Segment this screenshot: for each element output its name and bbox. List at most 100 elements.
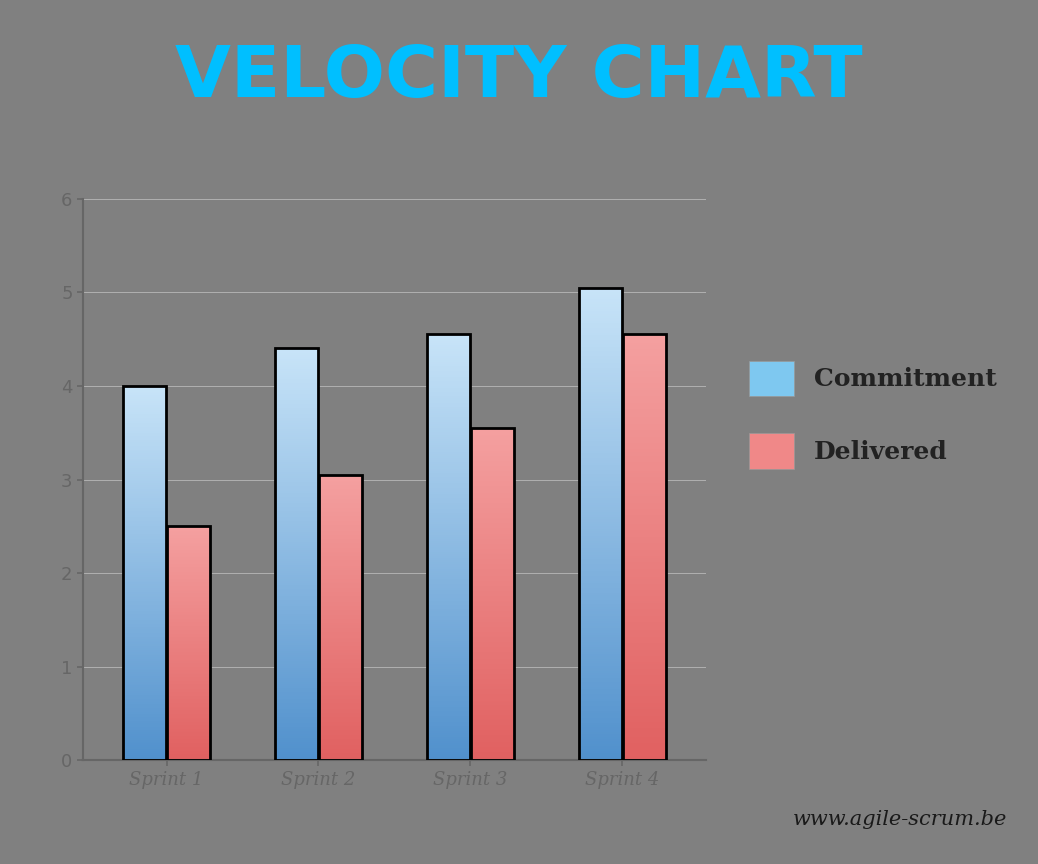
Bar (579, 576, 622, 578)
Bar (275, 711, 318, 713)
Bar (320, 513, 362, 515)
Bar (623, 679, 665, 682)
Bar (579, 630, 622, 632)
Bar (275, 375, 318, 378)
Bar (427, 737, 469, 739)
Bar (427, 381, 469, 384)
Bar (623, 586, 665, 588)
Bar (320, 752, 362, 753)
Bar (167, 576, 210, 578)
Bar (124, 523, 166, 524)
Bar (124, 429, 166, 431)
Bar (427, 550, 469, 551)
Bar (623, 666, 665, 669)
Bar (167, 727, 210, 728)
Bar (623, 690, 665, 692)
Bar (579, 389, 622, 391)
Bar (471, 428, 514, 429)
Bar (320, 640, 362, 642)
Bar (579, 368, 622, 371)
Bar (471, 553, 514, 555)
Bar (124, 732, 166, 734)
Bar (623, 545, 665, 548)
Bar (471, 428, 514, 760)
Bar (124, 468, 166, 470)
Bar (275, 628, 318, 631)
Bar (275, 754, 318, 756)
Bar (124, 611, 166, 613)
Bar (320, 626, 362, 627)
Bar (471, 669, 514, 670)
Bar (320, 596, 362, 598)
Bar (320, 614, 362, 616)
Bar (623, 409, 665, 411)
Bar (427, 722, 469, 724)
Bar (579, 684, 622, 687)
Bar (275, 756, 318, 759)
Bar (124, 448, 166, 449)
Bar (275, 511, 318, 513)
Bar (320, 579, 362, 581)
Bar (167, 585, 210, 586)
Bar (320, 631, 362, 632)
Bar (623, 746, 665, 747)
Bar (275, 385, 318, 388)
Bar (320, 561, 362, 562)
Bar (427, 752, 469, 754)
Bar (427, 455, 469, 458)
Bar (320, 524, 362, 526)
Bar (275, 431, 318, 433)
Bar (471, 632, 514, 634)
Bar (124, 480, 166, 481)
Bar (275, 476, 318, 478)
Bar (320, 506, 362, 508)
Bar (623, 519, 665, 522)
Bar (320, 522, 362, 524)
Bar (427, 507, 469, 509)
Bar (623, 449, 665, 452)
Bar (579, 410, 622, 413)
Bar (275, 575, 318, 577)
Bar (579, 307, 622, 309)
Bar (124, 422, 166, 423)
Bar (167, 552, 210, 553)
Bar (471, 454, 514, 456)
Bar (623, 509, 665, 511)
Bar (167, 567, 210, 569)
Bar (471, 505, 514, 506)
Bar (471, 644, 514, 645)
Bar (124, 492, 166, 494)
Bar (320, 642, 362, 644)
Bar (320, 609, 362, 611)
Bar (275, 651, 318, 653)
Bar (124, 608, 166, 611)
Bar (579, 344, 622, 346)
Bar (427, 643, 469, 645)
Bar (167, 645, 210, 647)
Bar (320, 727, 362, 729)
Bar (167, 732, 210, 734)
Bar (623, 499, 665, 500)
Bar (623, 714, 665, 715)
Bar (275, 665, 318, 668)
Bar (579, 436, 622, 439)
Bar (471, 727, 514, 728)
Bar (579, 675, 622, 677)
Bar (167, 724, 210, 725)
Bar (275, 378, 318, 379)
Bar (623, 404, 665, 407)
Bar (124, 461, 166, 463)
Bar (471, 491, 514, 492)
Bar (167, 715, 210, 716)
Bar (427, 590, 469, 592)
Bar (579, 725, 622, 727)
Bar (167, 659, 210, 661)
Bar (320, 679, 362, 680)
Bar (427, 473, 469, 475)
Bar (579, 488, 622, 491)
Bar (427, 673, 469, 675)
Bar (167, 569, 210, 571)
Bar (167, 703, 210, 704)
Bar (124, 552, 166, 555)
Bar (623, 747, 665, 750)
